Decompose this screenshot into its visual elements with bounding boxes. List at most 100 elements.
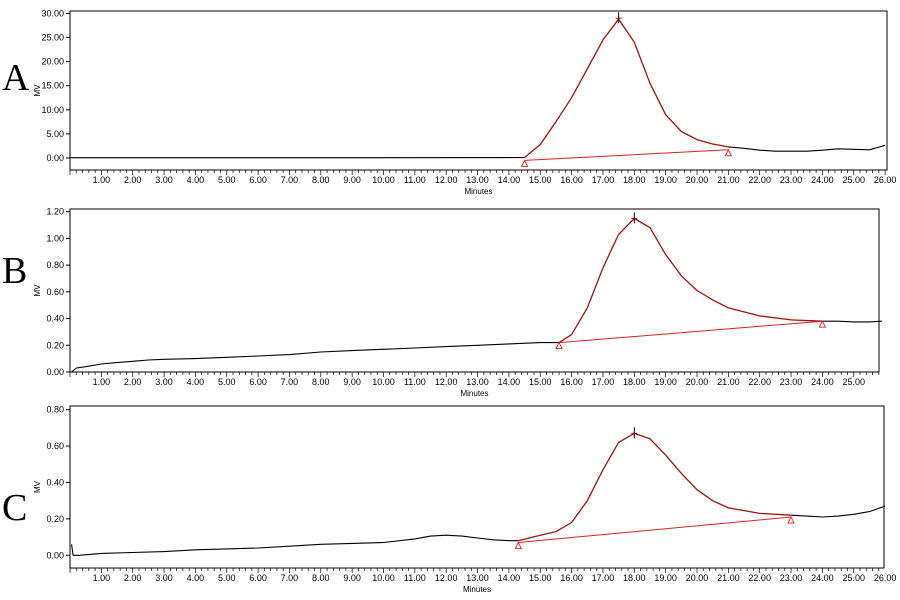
x-tick-label: 24.00 — [811, 573, 834, 583]
peak-start-marker — [514, 541, 523, 549]
x-tick-label: 13.00 — [466, 175, 489, 185]
x-tick-label: 9.00 — [343, 377, 361, 387]
x-tick-label: 14.00 — [498, 377, 521, 387]
x-tick-label: 5.00 — [218, 175, 236, 185]
y-tick-label: 0.00 — [46, 367, 64, 377]
x-tick-label: 3.00 — [155, 175, 173, 185]
peak-end-marker — [818, 320, 827, 328]
x-tick-label: 12.00 — [435, 377, 458, 387]
plot-frame — [69, 405, 885, 569]
y-tick-label: 25.00 — [41, 33, 64, 43]
signal-trace — [791, 505, 886, 518]
x-tick-label: 20.00 — [686, 175, 709, 185]
x-tick-label: 22.00 — [748, 175, 771, 185]
x-tick-label: 19.00 — [654, 377, 677, 387]
x-tick-label: 17.00 — [592, 175, 615, 185]
y-tick-label: 0.60 — [46, 287, 64, 297]
x-tick-label: 2.00 — [124, 573, 142, 583]
panel-label: A — [2, 57, 30, 99]
x-tick-label: 23.00 — [780, 377, 803, 387]
x-tick-label: 2.00 — [124, 377, 142, 387]
x-tick-label: 3.00 — [155, 573, 173, 583]
x-tick-label: 18.00 — [623, 175, 646, 185]
x-tick-label: 10.00 — [372, 175, 395, 185]
x-tick-label: 11.00 — [404, 175, 426, 185]
y-tick-label: 0.40 — [46, 314, 64, 324]
x-tick-label: 4.00 — [187, 175, 205, 185]
peak-trace — [518, 432, 792, 542]
x-tick-label: 6.00 — [249, 377, 267, 387]
x-tick-label: 3.00 — [155, 377, 173, 387]
x-tick-label: 14.00 — [498, 175, 521, 185]
x-tick-label: 11.00 — [404, 573, 426, 583]
x-axis-title: Minutes — [464, 187, 492, 196]
x-tick-label: 19.00 — [654, 573, 677, 583]
x-axis-title: Minutes — [460, 389, 488, 398]
x-tick-label: 26.00 — [874, 573, 897, 583]
integration-baseline — [559, 320, 823, 344]
y-axis-title: MV — [33, 480, 42, 493]
x-tick-label: 21.00 — [717, 377, 740, 387]
x-tick-label: 7.00 — [281, 175, 299, 185]
x-tick-label: 26.00 — [874, 175, 897, 185]
x-tick-label: 17.00 — [592, 377, 615, 387]
y-tick-label: 0.20 — [46, 340, 64, 350]
x-tick-label: 15.00 — [529, 573, 552, 583]
x-tick-label: 5.00 — [218, 377, 236, 387]
peak-trace — [558, 217, 823, 344]
y-tick-label: 30.00 — [41, 8, 64, 18]
y-tick-label: 0.60 — [46, 441, 64, 451]
y-tick-label: 5.00 — [46, 129, 64, 139]
x-axis-title: Minutes — [463, 585, 491, 594]
x-tick-label: 12.00 — [435, 573, 458, 583]
integration-baseline — [524, 149, 729, 161]
y-tick-label: 1.00 — [46, 233, 64, 243]
y-tick-label: 0.00 — [46, 550, 64, 560]
x-tick-label: 4.00 — [187, 573, 205, 583]
x-tick-label: 1.00 — [93, 175, 111, 185]
x-tick-label: 22.00 — [748, 573, 771, 583]
x-tick-label: 18.00 — [623, 377, 646, 387]
x-tick-label: 16.00 — [560, 377, 583, 387]
x-tick-label: 1.00 — [93, 377, 111, 387]
x-tick-label: 21.00 — [717, 573, 740, 583]
y-tick-label: 0.20 — [46, 514, 64, 524]
x-tick-label: 19.00 — [654, 175, 677, 185]
x-tick-label: 8.00 — [312, 573, 330, 583]
y-tick-label: 20.00 — [41, 57, 64, 67]
x-tick-label: 17.00 — [592, 573, 615, 583]
x-tick-label: 25.00 — [842, 175, 865, 185]
peak-end-marker — [787, 516, 795, 524]
y-axis-title: MV — [33, 84, 42, 97]
peak-start-marker — [520, 159, 529, 167]
y-tick-label: 0.00 — [46, 153, 64, 163]
y-tick-label: 15.00 — [41, 81, 64, 91]
y-tick-label: 0.80 — [46, 405, 64, 415]
x-tick-label: 13.00 — [466, 573, 489, 583]
x-tick-label: 9.00 — [343, 573, 361, 583]
peak-end-marker — [724, 148, 733, 157]
x-tick-label: 16.00 — [560, 175, 583, 185]
plot-frame — [69, 208, 880, 373]
x-tick-label: 16.00 — [560, 573, 583, 583]
x-tick-label: 14.00 — [498, 573, 521, 583]
x-tick-label: 4.00 — [187, 377, 205, 387]
chart-panel-a: A 0.00 5.00 10.00 15.00 20.00 25.00 30.00 1.00 2.… — [2, 8, 896, 196]
x-tick-label: 23.00 — [780, 573, 803, 583]
x-tick-label: 2.00 — [124, 175, 142, 185]
chart-panel-b: B 0.00 0.20 0.40 0.60 0.80 1.00 1.20 1.00 2.00 3.0… — [2, 207, 883, 398]
x-tick-label: 8.00 — [312, 175, 330, 185]
x-tick-label: 23.00 — [780, 175, 803, 185]
x-tick-label: 1.00 — [93, 573, 111, 583]
panel-label: B — [2, 250, 27, 292]
x-tick-label: 6.00 — [249, 573, 267, 583]
signal-trace — [822, 320, 883, 323]
x-tick-label: 8.00 — [312, 377, 330, 387]
x-tick-label: 7.00 — [281, 377, 299, 387]
x-tick-label: 21.00 — [717, 175, 740, 185]
y-tick-label: 1.20 — [46, 207, 64, 217]
y-tick-label: 0.40 — [46, 477, 64, 487]
chart-panel-c: C 0.00 0.20 0.40 0.60 0.80 1.00 2.00 3.00 4.00 5.0… — [2, 405, 896, 594]
